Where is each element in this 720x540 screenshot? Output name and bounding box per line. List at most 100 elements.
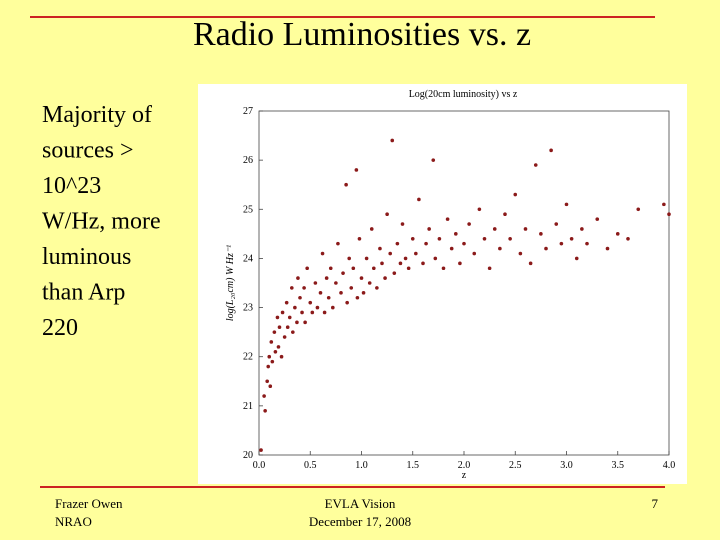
data-point: [482, 236, 487, 241]
y-tick-label: 22: [243, 352, 253, 363]
data-point: [265, 379, 270, 384]
x-tick-label: 3.5: [612, 460, 625, 471]
data-point: [383, 276, 387, 280]
data-point: [427, 227, 431, 231]
data-point: [267, 354, 272, 359]
data-point: [331, 305, 335, 310]
data-point: [585, 241, 589, 246]
data-point: [344, 182, 348, 187]
data-point: [339, 291, 343, 295]
data-point: [390, 138, 395, 143]
data-point: [477, 207, 482, 212]
data-point: [282, 335, 287, 339]
page-number: 7: [652, 496, 659, 511]
data-point: [336, 241, 340, 246]
data-point: [554, 222, 559, 226]
data-point: [564, 202, 569, 207]
data-point: [549, 148, 553, 153]
data-point: [275, 315, 280, 320]
data-point: [662, 202, 666, 207]
data-point: [308, 300, 313, 305]
footer-event: EVLA Vision: [325, 496, 396, 511]
y-tick-label: 20: [243, 450, 253, 461]
data-point: [375, 286, 379, 290]
y-tick-label: 24: [243, 253, 253, 264]
data-point: [285, 325, 290, 330]
data-point: [351, 266, 356, 271]
data-point: [398, 261, 403, 266]
data-point: [498, 246, 502, 251]
data-point: [539, 232, 543, 236]
data-point: [605, 246, 610, 251]
x-tick-label: 4.0: [663, 460, 676, 471]
data-point: [277, 325, 282, 330]
data-point: [334, 281, 338, 285]
data-point: [518, 251, 523, 256]
data-point: [270, 359, 275, 364]
data-point: [445, 217, 450, 221]
data-point: [359, 276, 364, 280]
data-point: [437, 236, 442, 241]
data-point: [279, 354, 284, 359]
data-point: [349, 286, 354, 290]
data-point: [472, 251, 477, 256]
data-point: [449, 246, 454, 251]
data-point: [259, 448, 263, 452]
x-tick-label: 3.0: [560, 460, 573, 471]
data-point: [378, 246, 382, 251]
chart-panel: [198, 84, 687, 484]
data-point: [392, 271, 397, 275]
body-text: sources >: [42, 138, 134, 164]
data-point: [341, 271, 345, 275]
data-point: [372, 266, 376, 271]
x-axis-label: z: [462, 470, 467, 481]
data-point: [318, 291, 323, 295]
data-point: [424, 241, 428, 246]
data-point: [305, 266, 309, 271]
data-point: [367, 281, 372, 285]
data-point: [410, 236, 415, 241]
data-point: [324, 276, 329, 280]
x-tick-label: 2.0: [458, 460, 471, 471]
data-point: [626, 236, 630, 241]
data-point: [467, 222, 471, 226]
data-point: [559, 241, 564, 246]
x-tick-label: 2.5: [509, 460, 522, 471]
data-point: [615, 232, 620, 236]
footer-author: Frazer Owen: [55, 496, 123, 511]
data-point: [295, 320, 299, 325]
data-point: [395, 241, 400, 246]
x-tick-label: 0.5: [304, 460, 317, 471]
data-point: [380, 261, 384, 266]
data-point: [276, 345, 281, 349]
data-point: [263, 408, 267, 413]
data-point: [580, 227, 584, 231]
body-text: than Arp: [42, 280, 125, 306]
data-point: [303, 320, 307, 325]
chart-title: Log(20cm luminosity) vs z: [409, 89, 518, 100]
body-text: 220: [42, 315, 78, 341]
data-point: [433, 256, 438, 261]
data-point: [421, 261, 425, 266]
data-point: [269, 340, 274, 344]
y-tick-label: 25: [243, 204, 253, 215]
data-point: [347, 256, 352, 261]
data-point: [508, 236, 512, 241]
data-point: [262, 394, 266, 398]
data-point: [503, 212, 507, 216]
data-point: [441, 266, 446, 271]
data-point: [315, 305, 320, 310]
data-point: [345, 300, 349, 305]
data-point: [385, 212, 389, 216]
data-point: [533, 163, 538, 167]
y-tick-label: 27: [243, 106, 253, 117]
data-point: [431, 158, 436, 162]
data-point: [293, 305, 297, 310]
x-tick-label: 0.0: [253, 460, 266, 471]
data-point: [400, 222, 405, 226]
data-point: [310, 310, 315, 315]
data-point: [636, 207, 641, 212]
data-point: [364, 256, 369, 261]
